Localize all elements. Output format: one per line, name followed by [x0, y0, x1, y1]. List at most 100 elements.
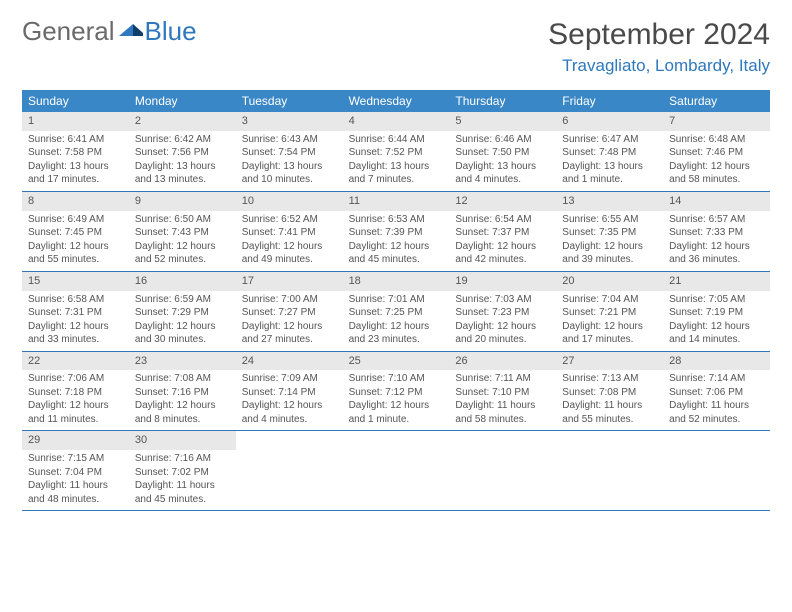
calendar-cell: 10Sunrise: 6:52 AMSunset: 7:41 PMDayligh… [236, 192, 343, 271]
weekday-wed: Wednesday [343, 90, 450, 112]
sunset-line: Sunset: 7:29 PM [135, 306, 230, 320]
sunset-line: Sunset: 7:45 PM [28, 226, 123, 240]
day-number: 27 [556, 352, 663, 371]
daylight-line: Daylight: 12 hours and 39 minutes. [562, 240, 657, 267]
day-number: 19 [449, 272, 556, 291]
logo-mark-icon [119, 14, 145, 40]
day-details: Sunrise: 6:42 AMSunset: 7:56 PMDaylight:… [129, 133, 236, 191]
daylight-line: Daylight: 12 hours and 4 minutes. [242, 399, 337, 426]
day-number: 1 [22, 112, 129, 131]
day-number: 5 [449, 112, 556, 131]
brand-word-2: Blue [145, 18, 197, 44]
sunset-line: Sunset: 7:39 PM [349, 226, 444, 240]
daylight-line: Daylight: 12 hours and 33 minutes. [28, 320, 123, 347]
day-details: Sunrise: 6:55 AMSunset: 7:35 PMDaylight:… [556, 213, 663, 271]
calendar-cell: 11Sunrise: 6:53 AMSunset: 7:39 PMDayligh… [343, 192, 450, 271]
day-details: Sunrise: 7:10 AMSunset: 7:12 PMDaylight:… [343, 372, 450, 430]
sunrise-line: Sunrise: 6:46 AM [455, 133, 550, 147]
calendar-week: 29 Sunrise: 7:15 AMSunset: 7:04 PMDayligh… [22, 431, 770, 511]
day-number: 8 [22, 192, 129, 211]
day-number: 28 [663, 352, 770, 371]
calendar-cell: 1 Sunrise: 6:41 AMSunset: 7:58 PMDaylight… [22, 112, 129, 191]
day-number: 17 [236, 272, 343, 291]
day-details: Sunrise: 6:59 AMSunset: 7:29 PMDaylight:… [129, 293, 236, 351]
calendar-cell: 8Sunrise: 6:49 AMSunset: 7:45 PMDaylight… [22, 192, 129, 271]
calendar-cell: 12 Sunrise: 6:54 AMSunset: 7:37 PMDayligh… [449, 192, 556, 271]
sunrise-line: Sunrise: 7:04 AM [562, 293, 657, 307]
day-details: Sunrise: 7:09 AMSunset: 7:14 PMDaylight:… [236, 372, 343, 430]
daylight-line: Daylight: 11 hours and 45 minutes. [135, 479, 230, 506]
daylight-line: Daylight: 12 hours and 42 minutes. [455, 240, 550, 267]
calendar-cell [663, 431, 770, 510]
calendar-cell: 9Sunrise: 6:50 AMSunset: 7:43 PMDaylight… [129, 192, 236, 271]
day-details: Sunrise: 7:04 AMSunset: 7:21 PMDaylight:… [556, 293, 663, 351]
day-number: 14 [663, 192, 770, 211]
day-number: 30 [129, 431, 236, 450]
day-number: 7 [663, 112, 770, 131]
sunrise-line: Sunrise: 7:11 AM [455, 372, 550, 386]
daylight-line: Daylight: 12 hours and 49 minutes. [242, 240, 337, 267]
calendar-cell [343, 431, 450, 510]
sunrise-line: Sunrise: 7:10 AM [349, 372, 444, 386]
day-details: Sunrise: 6:48 AMSunset: 7:46 PMDaylight:… [663, 133, 770, 191]
day-details: Sunrise: 6:54 AMSunset: 7:37 PMDaylight:… [449, 213, 556, 271]
sunset-line: Sunset: 7:25 PM [349, 306, 444, 320]
day-details: Sunrise: 6:43 AMSunset: 7:54 PMDaylight:… [236, 133, 343, 191]
sunrise-line: Sunrise: 6:50 AM [135, 213, 230, 227]
sunset-line: Sunset: 7:14 PM [242, 386, 337, 400]
daylight-line: Daylight: 12 hours and 11 minutes. [28, 399, 123, 426]
calendar-cell: 21 Sunrise: 7:05 AMSunset: 7:19 PMDayligh… [663, 272, 770, 351]
sunset-line: Sunset: 7:06 PM [669, 386, 764, 400]
brand-word-1: General [22, 18, 115, 44]
daylight-line: Daylight: 12 hours and 1 minute. [349, 399, 444, 426]
day-details: Sunrise: 7:16 AMSunset: 7:02 PMDaylight:… [129, 452, 236, 510]
sunset-line: Sunset: 7:41 PM [242, 226, 337, 240]
sunrise-line: Sunrise: 7:08 AM [135, 372, 230, 386]
day-number: 22 [22, 352, 129, 371]
sunset-line: Sunset: 7:43 PM [135, 226, 230, 240]
sunset-line: Sunset: 7:18 PM [28, 386, 123, 400]
calendar-cell: 28Sunrise: 7:14 AMSunset: 7:06 PMDayligh… [663, 352, 770, 431]
sunset-line: Sunset: 7:02 PM [135, 466, 230, 480]
calendar-cell: 24Sunrise: 7:09 AMSunset: 7:14 PMDayligh… [236, 352, 343, 431]
calendar-cell: 29 Sunrise: 7:15 AMSunset: 7:04 PMDayligh… [22, 431, 129, 510]
sunset-line: Sunset: 7:31 PM [28, 306, 123, 320]
daylight-line: Daylight: 11 hours and 58 minutes. [455, 399, 550, 426]
daylight-line: Daylight: 12 hours and 27 minutes. [242, 320, 337, 347]
sunrise-line: Sunrise: 6:48 AM [669, 133, 764, 147]
sunset-line: Sunset: 7:33 PM [669, 226, 764, 240]
day-details: Sunrise: 7:05 AMSunset: 7:19 PMDaylight:… [663, 293, 770, 351]
day-number: 13 [556, 192, 663, 211]
page-title: September 2024 [548, 18, 770, 52]
day-number: 12 [449, 192, 556, 211]
daylight-line: Daylight: 12 hours and 30 minutes. [135, 320, 230, 347]
day-number: 16 [129, 272, 236, 291]
day-details: Sunrise: 6:41 AMSunset: 7:58 PMDaylight:… [22, 133, 129, 191]
day-details: Sunrise: 6:44 AMSunset: 7:52 PMDaylight:… [343, 133, 450, 191]
day-details: Sunrise: 6:47 AMSunset: 7:48 PMDaylight:… [556, 133, 663, 191]
daylight-line: Daylight: 13 hours and 7 minutes. [349, 160, 444, 187]
daylight-line: Daylight: 12 hours and 23 minutes. [349, 320, 444, 347]
sunrise-line: Sunrise: 7:16 AM [135, 452, 230, 466]
day-number: 29 [22, 431, 129, 450]
calendar-cell: 18Sunrise: 7:01 AMSunset: 7:25 PMDayligh… [343, 272, 450, 351]
daylight-line: Daylight: 13 hours and 17 minutes. [28, 160, 123, 187]
calendar-cell: 30 Sunrise: 7:16 AMSunset: 7:02 PMDayligh… [129, 431, 236, 510]
day-number: 21 [663, 272, 770, 291]
day-number: 9 [129, 192, 236, 211]
day-details: Sunrise: 6:46 AMSunset: 7:50 PMDaylight:… [449, 133, 556, 191]
day-number: 15 [22, 272, 129, 291]
daylight-line: Daylight: 11 hours and 52 minutes. [669, 399, 764, 426]
sunrise-line: Sunrise: 6:59 AM [135, 293, 230, 307]
sunrise-line: Sunrise: 7:01 AM [349, 293, 444, 307]
sunrise-line: Sunrise: 6:41 AM [28, 133, 123, 147]
sunrise-line: Sunrise: 7:15 AM [28, 452, 123, 466]
sunset-line: Sunset: 7:35 PM [562, 226, 657, 240]
sunrise-line: Sunrise: 6:57 AM [669, 213, 764, 227]
sunset-line: Sunset: 7:12 PM [349, 386, 444, 400]
daylight-line: Daylight: 13 hours and 10 minutes. [242, 160, 337, 187]
calendar-cell [449, 431, 556, 510]
brand-logo: General Blue [22, 18, 197, 44]
calendar-week: 15Sunrise: 6:58 AMSunset: 7:31 PMDayligh… [22, 272, 770, 352]
day-details: Sunrise: 7:15 AMSunset: 7:04 PMDaylight:… [22, 452, 129, 510]
